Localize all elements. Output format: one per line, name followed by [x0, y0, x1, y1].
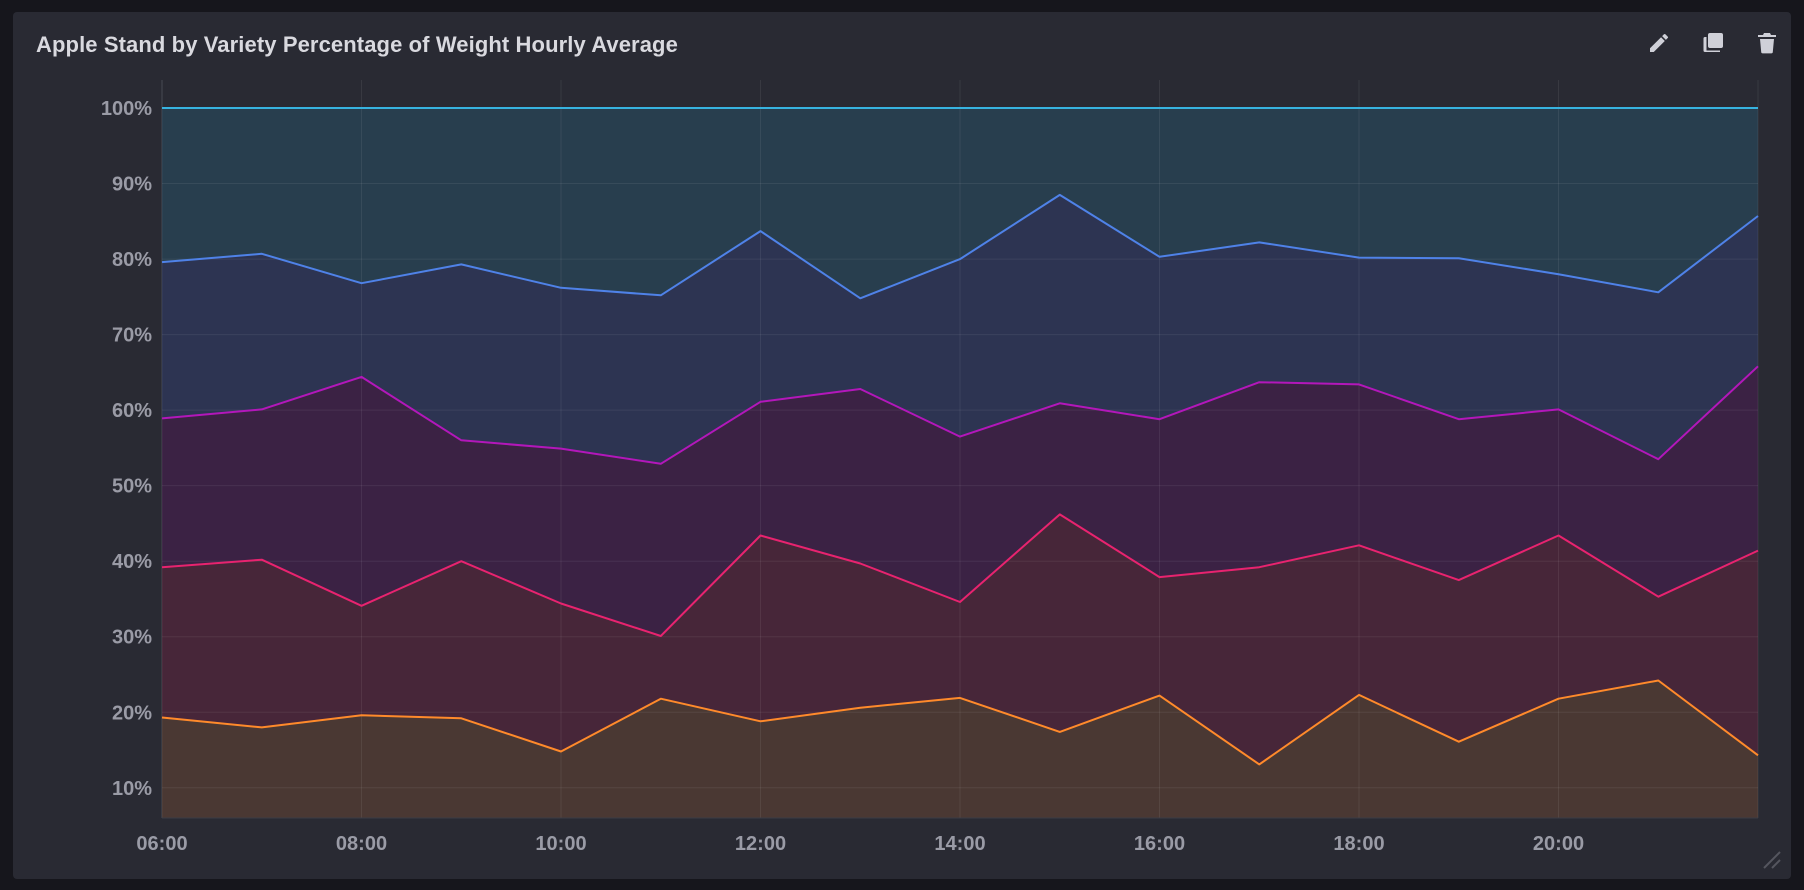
y-tick-label: 70% — [112, 325, 152, 347]
clone-icon[interactable] — [1701, 31, 1725, 55]
chart-panel: Apple Stand by Variety Percentage of Wei… — [13, 12, 1791, 879]
y-tick-label: 90% — [112, 174, 152, 196]
y-tick-label: 20% — [112, 702, 152, 724]
edit-icon[interactable] — [1647, 31, 1671, 55]
area-chart: 10% 20% 30% 40% 50% 60% 70% 80% 90% 100% 06:00 08:0… — [101, 80, 1759, 855]
panel-title: Apple Stand by Variety Percentage of Wei… — [36, 32, 678, 57]
x-tick-label: 14:00 — [934, 833, 985, 855]
x-tick-label: 18:00 — [1333, 833, 1384, 855]
delete-icon[interactable] — [1755, 31, 1779, 55]
y-tick-label: 80% — [112, 249, 152, 271]
resize-handle[interactable] — [1759, 847, 1781, 869]
series-line-3 — [161, 193, 1759, 300]
x-tick-label: 08:00 — [336, 833, 387, 855]
series-line-2 — [161, 365, 1759, 465]
x-tick-label: 16:00 — [1134, 833, 1185, 855]
series-line-1 — [161, 513, 1759, 637]
x-tick-label: 20:00 — [1533, 833, 1584, 855]
y-tick-label: 60% — [112, 400, 152, 422]
area-fill-series-0 — [162, 680, 1758, 818]
y-tick-label: 40% — [112, 551, 152, 573]
panel-actions — [1647, 31, 1779, 55]
series-line-0 — [161, 679, 1759, 766]
y-tick-label: 30% — [112, 627, 152, 649]
y-tick-label: 100% — [101, 98, 152, 120]
x-tick-label: 06:00 — [136, 833, 187, 855]
x-tick-label: 10:00 — [535, 833, 586, 855]
y-tick-label: 10% — [112, 778, 152, 800]
y-tick-label: 50% — [112, 476, 152, 498]
x-tick-label: 12:00 — [735, 833, 786, 855]
